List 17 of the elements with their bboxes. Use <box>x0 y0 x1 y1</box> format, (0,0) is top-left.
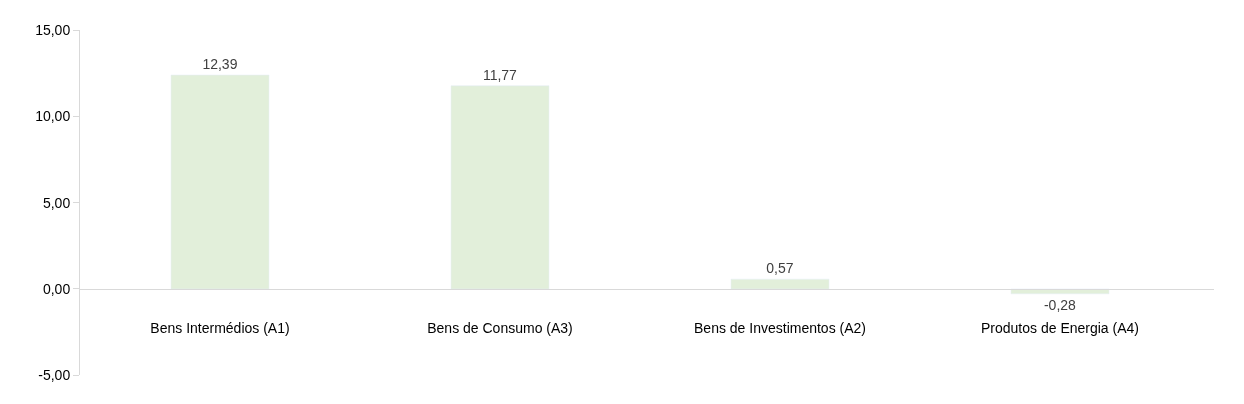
y-tick-label: 0,00 <box>42 280 71 297</box>
y-tick-label: -5,00 <box>38 367 71 384</box>
data-label: 12,39 <box>202 56 238 73</box>
bar <box>1010 288 1110 295</box>
x-tick-label: Bens Intermédios (A1) <box>150 319 290 336</box>
data-label: 0,57 <box>766 260 794 277</box>
x-tick-label: Bens de Consumo (A3) <box>427 319 573 336</box>
x-tick-label: Bens de Investimentos (A2) <box>694 319 866 336</box>
x-tick-label: Produtos de Energia (A4) <box>981 319 1139 336</box>
data-label: -0,28 <box>1043 296 1077 313</box>
y-tick-label: 5,00 <box>42 194 71 211</box>
y-tick-label: 15,00 <box>35 21 71 38</box>
bar <box>170 74 270 290</box>
y-tick-label: 10,00 <box>35 108 71 125</box>
data-label: 11,77 <box>482 66 518 83</box>
bar <box>450 85 550 290</box>
bar <box>730 278 830 290</box>
